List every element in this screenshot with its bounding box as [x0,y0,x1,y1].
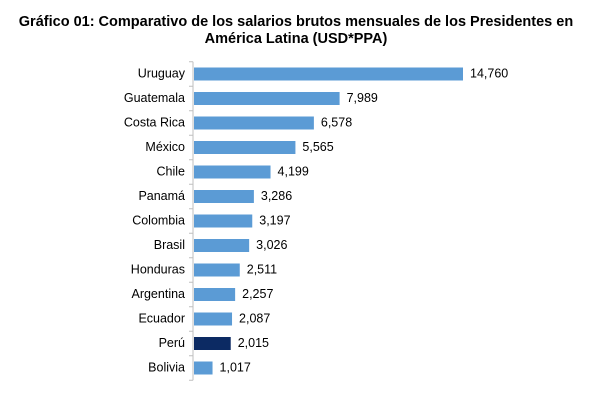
category-label-ecuador: Ecuador [138,311,185,325]
value-label-honduras: 2,511 [247,262,277,276]
category-label-guatemala: Guatemala [124,91,185,105]
value-label-costa-rica: 6,578 [321,115,352,129]
chart-title-line-2: América Latina (USD*PPA) [204,31,388,47]
bar-guatemala [194,92,340,105]
bar-bolivia [194,361,213,375]
value-label-uruguay: 14,760 [470,66,508,80]
value-label-argentina: 2,257 [242,287,273,301]
bar-colombia [194,214,253,228]
category-label-peru: Perú [159,336,185,350]
bar-honduras [194,263,240,277]
value-label-bolivia: 1,017 [220,360,251,374]
bar-argentina [194,288,236,301]
value-label-panama: 3,286 [261,189,292,203]
category-label-brasil: Brasil [154,238,185,252]
value-label-chile: 4,199 [278,164,309,178]
category-label-honduras: Honduras [131,262,185,276]
bar-chile [194,165,271,179]
value-label-peru: 2,015 [238,336,269,350]
value-label-guatemala: 7,989 [347,91,378,105]
category-label-chile: Chile [157,164,186,178]
chart-title-line-1: Gráfico 01: Comparativo de los salarios … [18,14,574,30]
bar-uruguay [194,67,463,81]
bar-brasil [194,239,250,252]
bar-ecuador [194,312,233,326]
category-label-bolivia: Bolivia [148,360,185,374]
category-label-colombia: Colombia [132,213,185,227]
bar-costa-rica [194,116,314,130]
category-label-argentina: Argentina [131,287,185,301]
bar-panama [194,190,254,203]
category-label-costa-rica: Costa Rica [124,115,185,129]
category-label-panama: Panamá [138,189,185,203]
category-label-uruguay: Uruguay [138,66,186,80]
value-label-ecuador: 2,087 [239,311,270,325]
value-label-brasil: 3,026 [256,238,287,252]
bar-mexico [194,141,296,154]
chart-title: Gráfico 01: Comparativo de los salarios … [0,14,592,48]
value-label-colombia: 3,197 [259,213,290,227]
value-label-mexico: 5,565 [302,140,333,154]
bar-peru [194,337,231,350]
category-label-mexico: México [145,140,185,154]
